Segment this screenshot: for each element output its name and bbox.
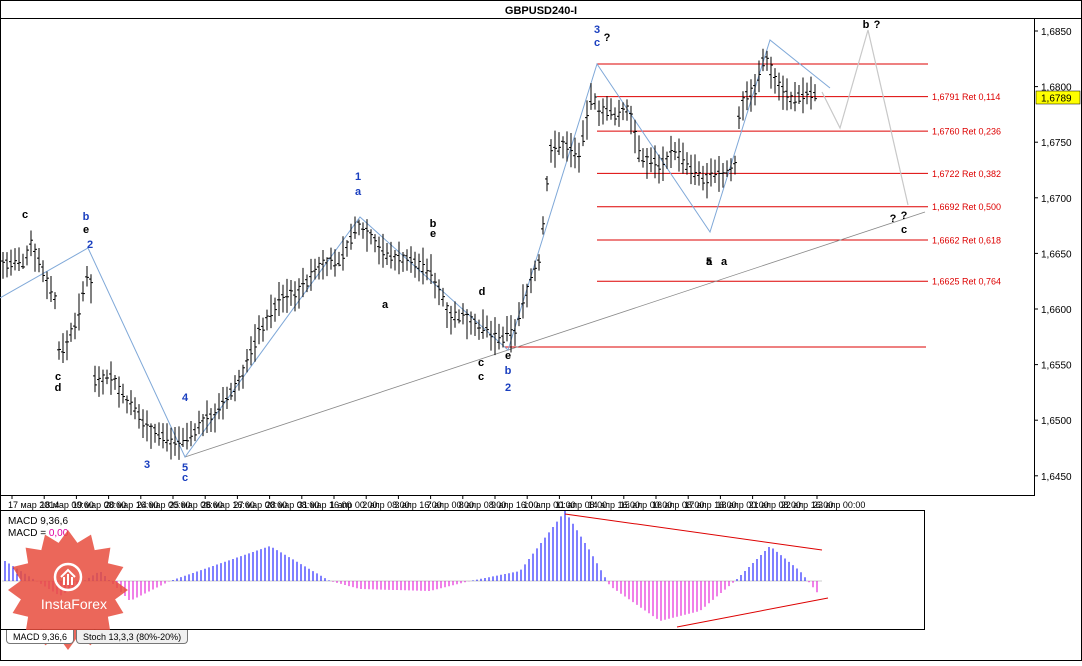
- time-tick-label: 15 апр 00:00: [620, 500, 672, 510]
- time-tick-label: 3 апр 16:00: [394, 500, 441, 510]
- wave-label: c: [55, 371, 61, 383]
- price-tick-label: 1,6600: [1041, 305, 1072, 316]
- wave-label: c: [478, 371, 484, 383]
- wave-label: ?: [604, 32, 611, 44]
- wave-label: b: [83, 211, 90, 223]
- fib-label: 1,6791 Ret 0,114: [932, 92, 1000, 102]
- time-tick-label: 1 апр 00:00: [330, 500, 377, 510]
- time-tick-label: 18 мар 00:00: [40, 500, 94, 510]
- macd-value-line: MACD = 0,00: [8, 528, 68, 540]
- time-tick-label: 14 апр 16:00: [588, 500, 640, 510]
- wave-label: 1: [355, 171, 361, 183]
- time-tick-label: 16 апр 08:00: [652, 500, 704, 510]
- time-tick-label: 18 апр 00:00: [716, 500, 768, 510]
- time-tick-label: 28 мар 08:00: [266, 500, 320, 510]
- wave-label: 5: [706, 256, 712, 268]
- price-bars: [1, 48, 817, 460]
- wave-label: b: [863, 19, 870, 31]
- instaforex-logo: [8, 530, 128, 650]
- tab-stoch[interactable]: Stoch 13,3,3 (80%-20%): [76, 630, 189, 644]
- time-tick-label: 19 мар 08:00: [72, 500, 126, 510]
- wave-label: 5: [182, 462, 188, 474]
- price-tick-label: 1,6550: [1041, 361, 1072, 372]
- price-tick-label: 1,6750: [1041, 138, 1072, 149]
- price-tick-label: 1,6800: [1041, 83, 1072, 94]
- time-tick-label: 27 мар 00:00: [233, 500, 287, 510]
- fib-label: 1,6692 Ret 0,500: [932, 202, 1001, 212]
- fib-label: 1,6722 Ret 0,382: [932, 169, 1001, 179]
- wave-label: c: [594, 37, 600, 49]
- time-tick-label: 17 апр 16:00: [684, 500, 736, 510]
- time-tick-label: 31 мар 16:00: [298, 500, 352, 510]
- time-tick-label: 8 апр 08:00: [459, 500, 506, 510]
- macd-indicator-name: MACD 9,36,6: [8, 516, 69, 527]
- logo-text: InstaForex: [40, 596, 108, 612]
- indicator-tab-bar: MACD 9,36,6 Stoch 13,3,3 (80%-20%): [6, 630, 189, 646]
- wave-label: c: [22, 209, 28, 221]
- wave-label: c: [182, 472, 188, 484]
- tab-macd[interactable]: MACD 9,36,6: [6, 630, 75, 644]
- macd-divergence-lower[interactable]: [676, 597, 829, 628]
- time-tick-label: 23 апр 00:00: [813, 500, 865, 510]
- wave-label: e: [430, 228, 436, 240]
- wave-label: b: [505, 365, 512, 377]
- fib-label: 1,6662 Ret 0,618: [932, 236, 1001, 246]
- price-tick-label: 1,6700: [1041, 194, 1072, 205]
- wave-path[interactable]: [0, 39, 831, 458]
- wave-label: ?: [874, 19, 881, 31]
- wave-label: 2: [505, 382, 511, 394]
- time-tick-label: 24 мар 00:00: [137, 500, 191, 510]
- wave-label: d: [55, 382, 62, 394]
- wave-label: 3: [144, 459, 150, 471]
- wave-label: c: [901, 224, 907, 236]
- wave-label: a: [355, 186, 362, 198]
- wave-label: a: [721, 256, 728, 268]
- price-tick-label: 1,6850: [1041, 27, 1072, 38]
- price-tick-label: 1,6450: [1041, 472, 1072, 483]
- time-tick-label: 25 мар 08:00: [169, 500, 223, 510]
- time-tick-label: 22 апр 16:00: [781, 500, 833, 510]
- indicator-panel[interactable]: [0, 510, 925, 630]
- price-tick-label: 1,6500: [1041, 416, 1072, 427]
- wave-label: 4: [182, 392, 189, 404]
- projection-path[interactable]: [821, 29, 909, 206]
- time-tick-label: 26 мар 16:00: [201, 500, 255, 510]
- wave-label: a: [706, 256, 713, 268]
- macd-value-label: MACD =: [8, 528, 49, 539]
- time-tick-label: 21 апр 08:00: [749, 500, 801, 510]
- macd-divergence-upper[interactable]: [564, 513, 823, 551]
- macd-value: 0,00: [48, 528, 69, 539]
- wave-label: e: [505, 350, 511, 362]
- time-tick-label: 17 мар 2014: [8, 500, 59, 510]
- current-price-value: 1,6789: [1041, 94, 1072, 105]
- time-tick-label: 10 апр 00:00: [523, 500, 575, 510]
- wave-label: 3: [594, 24, 600, 36]
- wave-label: b: [430, 218, 437, 230]
- time-tick-label: 20 мар 16:00: [105, 500, 159, 510]
- time-tick-label: 2 апр 08:00: [362, 500, 409, 510]
- price-axis: 1,6850 1,6800 1,6750 1,6700 1,6650 1,6600 1,65…: [1034, 27, 1072, 483]
- time-tick-label: 7 апр 00:00: [427, 500, 474, 510]
- wave-label: c: [478, 357, 484, 369]
- time-tick-label: 11 апр 08:00: [555, 500, 607, 510]
- fib-label: 1,6760 Ret 0,236: [932, 127, 1001, 137]
- chart-title: GBPUSD240-I: [505, 5, 577, 17]
- trend-lines: [0, 29, 926, 458]
- wave-label: 2: [87, 239, 93, 251]
- time-tick-label: 9 апр 16:00: [491, 500, 538, 510]
- wave-label: ?: [901, 210, 908, 222]
- wave-label: ?: [890, 213, 897, 225]
- support-trendline[interactable]: [184, 211, 926, 458]
- price-tick-label: 1,6650: [1041, 249, 1072, 260]
- current-price-tag: 1,6789: [1035, 90, 1081, 105]
- wave-label: a: [382, 299, 389, 311]
- macd-legend: MACD 9,36,6 MACD = 0,00: [8, 516, 68, 540]
- wave-label: d: [479, 286, 486, 298]
- fib-label: 1,6625 Ret 0,764: [932, 277, 1001, 287]
- wave-label: e: [83, 224, 89, 236]
